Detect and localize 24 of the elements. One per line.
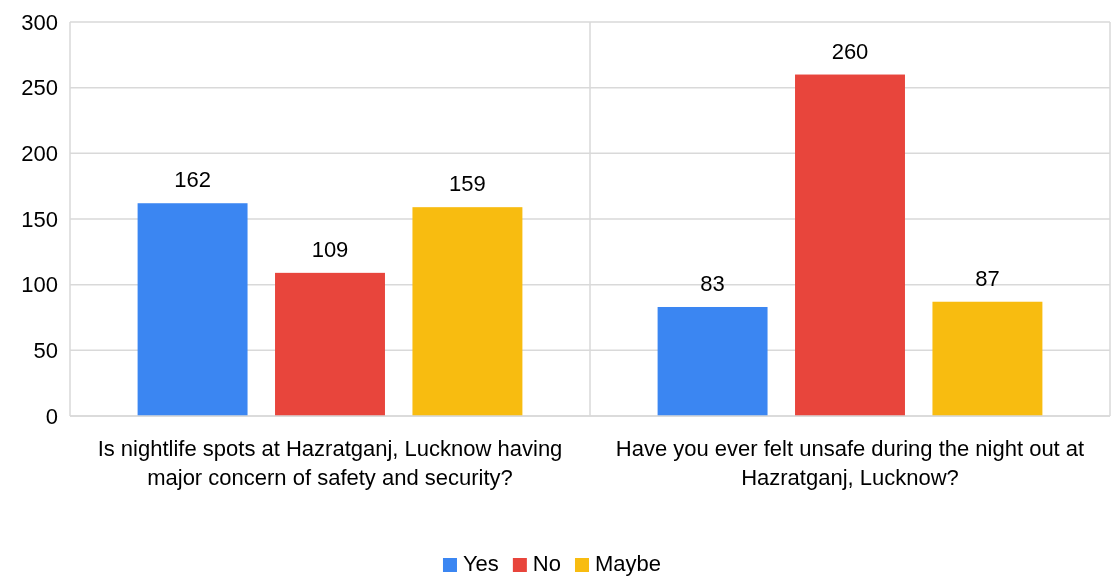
bar bbox=[795, 74, 905, 416]
data-label: 83 bbox=[700, 270, 725, 296]
x-tick-label: Is nightlife spots at Hazratganj, Lucknow having major concern of safety and security? bbox=[97, 436, 563, 490]
bar bbox=[932, 301, 1043, 416]
data-label: 109 bbox=[311, 236, 349, 262]
y-tick-label: 150 bbox=[21, 206, 58, 232]
y-tick-label: 0 bbox=[45, 403, 58, 429]
legend-label: Maybe bbox=[594, 551, 662, 576]
data-label: 162 bbox=[174, 167, 211, 193]
y-tick-label: 200 bbox=[21, 141, 58, 167]
y-tick-label: 250 bbox=[21, 75, 58, 101]
bar bbox=[412, 207, 523, 416]
y-tick-label: 300 bbox=[21, 9, 58, 35]
bar bbox=[137, 203, 248, 416]
legend-label: No bbox=[532, 551, 561, 576]
data-label: 159 bbox=[449, 171, 486, 197]
bar bbox=[657, 306, 768, 416]
data-label: 87 bbox=[975, 265, 1000, 291]
data-label: 260 bbox=[831, 38, 869, 64]
y-tick-label: 50 bbox=[33, 338, 58, 364]
legend-label: Yes bbox=[462, 551, 499, 576]
y-tick-label: 100 bbox=[21, 272, 58, 298]
bar bbox=[275, 272, 385, 416]
x-tick-label: Have you ever felt unsafe during the night out at Hazratganj, Lucknow? bbox=[615, 436, 1085, 490]
